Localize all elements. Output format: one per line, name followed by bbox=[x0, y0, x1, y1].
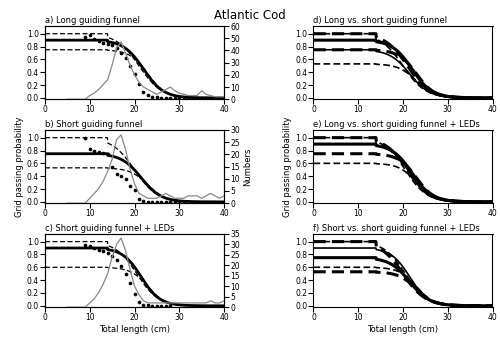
Point bbox=[162, 95, 170, 101]
Point bbox=[104, 152, 112, 157]
Point bbox=[166, 95, 174, 101]
Point bbox=[175, 95, 183, 101]
Point bbox=[193, 95, 201, 101]
Point bbox=[140, 302, 147, 307]
Point bbox=[104, 41, 112, 47]
Point bbox=[188, 95, 196, 101]
Y-axis label: Grid passing probability: Grid passing probability bbox=[15, 116, 24, 217]
Point bbox=[166, 303, 174, 308]
Point bbox=[148, 199, 156, 205]
Point bbox=[82, 135, 90, 141]
Text: Atlantic Cod: Atlantic Cod bbox=[214, 9, 286, 22]
Point bbox=[94, 149, 102, 154]
Point bbox=[180, 199, 188, 205]
Point bbox=[117, 50, 125, 56]
Point bbox=[140, 198, 147, 204]
Point bbox=[122, 177, 130, 182]
X-axis label: Total length (cm): Total length (cm) bbox=[368, 325, 438, 334]
Text: f) Short vs. short guiding funnel + LEDs: f) Short vs. short guiding funnel + LEDs bbox=[314, 224, 480, 233]
Point bbox=[112, 171, 120, 176]
Text: d) Long vs. short guiding funnel: d) Long vs. short guiding funnel bbox=[314, 16, 448, 25]
Text: c) Short guiding funnel + LEDs: c) Short guiding funnel + LEDs bbox=[45, 224, 174, 233]
Point bbox=[184, 95, 192, 101]
Point bbox=[158, 199, 166, 205]
Text: e) Long vs. short guiding funnel + LEDs: e) Long vs. short guiding funnel + LEDs bbox=[314, 120, 480, 129]
Point bbox=[153, 199, 161, 205]
Point bbox=[216, 95, 224, 101]
Point bbox=[108, 43, 116, 48]
Point bbox=[94, 39, 102, 44]
Point bbox=[130, 291, 138, 297]
Point bbox=[166, 199, 174, 205]
Point bbox=[112, 257, 120, 262]
Point bbox=[122, 271, 130, 277]
Point bbox=[108, 253, 116, 259]
Point bbox=[126, 63, 134, 69]
Point bbox=[94, 247, 102, 253]
Y-axis label: Grid passing probability: Grid passing probability bbox=[284, 116, 292, 217]
Point bbox=[162, 199, 170, 205]
Point bbox=[99, 150, 107, 156]
Point bbox=[112, 45, 120, 51]
Point bbox=[180, 95, 188, 101]
Point bbox=[135, 196, 143, 202]
Point bbox=[206, 95, 214, 101]
Point bbox=[144, 199, 152, 205]
Point bbox=[148, 303, 156, 308]
Point bbox=[153, 303, 161, 308]
Point bbox=[117, 263, 125, 269]
Point bbox=[82, 242, 90, 248]
Point bbox=[162, 303, 170, 308]
Point bbox=[117, 174, 125, 179]
Point bbox=[144, 93, 152, 98]
Point bbox=[130, 187, 138, 193]
Point bbox=[211, 95, 219, 101]
Point bbox=[144, 302, 152, 308]
Point bbox=[99, 40, 107, 45]
Point bbox=[135, 299, 143, 305]
Point bbox=[90, 245, 98, 251]
Point bbox=[148, 94, 156, 100]
Point bbox=[82, 34, 90, 40]
Y-axis label: Numbers: Numbers bbox=[243, 147, 252, 186]
Point bbox=[99, 248, 107, 254]
Point bbox=[171, 95, 179, 101]
Text: b) Short guiding funnel: b) Short guiding funnel bbox=[45, 120, 142, 129]
Point bbox=[175, 199, 183, 205]
Point bbox=[126, 183, 134, 189]
Point bbox=[198, 95, 205, 101]
Point bbox=[90, 36, 98, 42]
Point bbox=[108, 164, 116, 169]
Point bbox=[86, 243, 94, 249]
Point bbox=[171, 199, 179, 205]
Text: a) Long guiding funnel: a) Long guiding funnel bbox=[45, 16, 140, 25]
Point bbox=[220, 95, 228, 101]
Point bbox=[86, 146, 94, 152]
Point bbox=[122, 56, 130, 61]
X-axis label: Total length (cm): Total length (cm) bbox=[99, 325, 170, 334]
Point bbox=[130, 71, 138, 76]
Point bbox=[202, 95, 210, 101]
Point bbox=[140, 89, 147, 94]
Point bbox=[153, 94, 161, 100]
Point bbox=[135, 81, 143, 87]
Point bbox=[86, 32, 94, 38]
Point bbox=[158, 303, 166, 308]
Point bbox=[126, 281, 134, 286]
Point bbox=[90, 148, 98, 153]
Point bbox=[104, 251, 112, 256]
Point bbox=[158, 95, 166, 101]
